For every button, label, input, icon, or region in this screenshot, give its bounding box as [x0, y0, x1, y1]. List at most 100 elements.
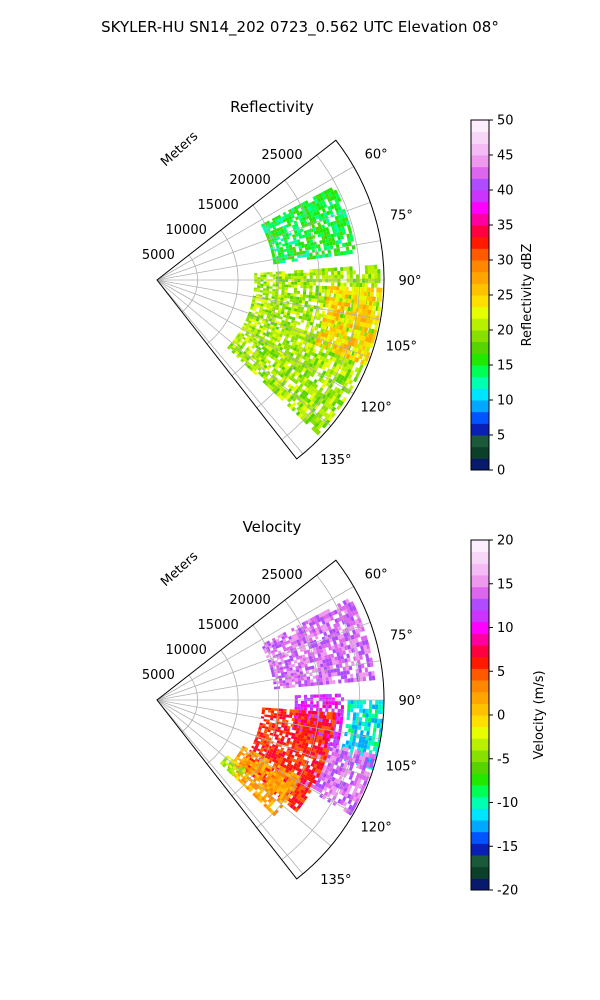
echo-cell: [360, 730, 364, 735]
echo-cell: [247, 770, 252, 775]
colorbar-tick-label: -10: [497, 796, 518, 811]
echo-cell: [312, 195, 317, 201]
echo-cell: [262, 735, 266, 739]
echo-cell: [273, 681, 277, 685]
echo-cell: [331, 657, 335, 662]
echo-cell: [347, 804, 353, 810]
echo-cell: [328, 657, 332, 663]
echo-cell: [307, 733, 312, 738]
echo-cell: [277, 214, 282, 219]
echo-cell: [290, 771, 295, 777]
echo-cell: [344, 731, 348, 737]
echo-cell: [288, 244, 293, 249]
echo-cell: [375, 320, 379, 326]
range-ring: [206, 649, 239, 765]
echo-cell: [328, 767, 333, 772]
echo-cell: [333, 752, 339, 758]
echo-cell: [328, 701, 332, 705]
echo-cell: [265, 744, 270, 748]
echo-cell: [250, 303, 255, 307]
echo-cell: [313, 211, 318, 217]
echo-cell: [330, 412, 337, 418]
echo-cell: [311, 295, 316, 299]
echo-cell: [294, 270, 298, 274]
echo-cell: [353, 329, 359, 335]
echo-cell: [263, 730, 268, 734]
echo-cell: [353, 786, 359, 793]
echo-cell: [344, 318, 349, 324]
echo-cell: [298, 712, 302, 717]
echo-cell: [288, 679, 292, 683]
echo-cell: [333, 286, 337, 291]
echo-cell: [282, 225, 286, 230]
echo-cell: [308, 298, 312, 302]
echo-cell: [343, 362, 348, 368]
echo-cell: [239, 334, 244, 339]
echo-cell: [271, 722, 276, 726]
echo-cell: [263, 221, 268, 226]
echo-cell: [252, 741, 257, 745]
echo-cell: [325, 227, 330, 232]
velocity-title: Velocity: [243, 518, 302, 536]
echo-cell: [340, 785, 346, 791]
echo-cell: [333, 623, 338, 629]
echo-cell: [302, 759, 307, 764]
echo-cell: [299, 296, 303, 301]
echo-cell: [244, 362, 249, 367]
echo-cell: [326, 334, 332, 339]
echo-cell: [260, 274, 264, 278]
echo-cell: [361, 326, 366, 332]
echo-cell: [362, 672, 366, 677]
echo-cell: [297, 278, 301, 283]
echo-cell: [367, 740, 372, 746]
echo-cell: [308, 655, 313, 660]
echo-cell: [293, 206, 298, 211]
colorbar-tick-label: 40: [497, 184, 514, 199]
echo-cell: [291, 732, 296, 737]
colorbar-tick-label: -5: [497, 752, 510, 767]
echo-cell: [285, 365, 290, 370]
echo-cell: [329, 615, 335, 621]
echo-cell: [278, 353, 283, 358]
colorbar-tick-label: 15: [497, 359, 514, 374]
echo-cell: [263, 276, 267, 280]
echo-cell: [317, 233, 322, 238]
echo-cell: [367, 717, 372, 723]
echo-cell: [341, 658, 345, 664]
echo-cell: [280, 249, 284, 253]
echo-cell: [326, 285, 331, 290]
echo-cell: [319, 771, 325, 777]
echo-cell: [280, 238, 285, 242]
echo-cell: [285, 217, 290, 222]
echo-cell: [303, 352, 309, 357]
echo-cell: [316, 701, 320, 705]
echo-cell: [263, 288, 267, 291]
echo-cell: [252, 308, 257, 312]
echo-cell: [316, 630, 321, 636]
echo-cell: [281, 319, 285, 324]
echo-cell: [345, 598, 350, 604]
echo-cell: [292, 709, 296, 713]
echo-cell: [304, 666, 309, 671]
echo-cell: [302, 313, 306, 317]
echo-cell: [273, 380, 279, 386]
echo-cell: [226, 763, 231, 767]
echo-cell: [266, 789, 272, 795]
echo-cell: [334, 769, 339, 775]
echo-cell: [308, 390, 314, 396]
echo-cell: [320, 729, 325, 734]
echo-cell: [303, 673, 307, 678]
echo-cell: [364, 721, 368, 727]
echo-cell: [309, 367, 314, 373]
echo-cell: [276, 764, 281, 769]
colorbar-tick-label: 20: [497, 324, 514, 339]
echo-cell: [292, 246, 296, 251]
echo-cell: [284, 349, 289, 354]
echo-cell: [351, 346, 357, 352]
echo-cell: [287, 781, 293, 787]
echo-cell: [318, 387, 324, 393]
echo-cell: [279, 346, 284, 351]
echo-cell: [328, 661, 333, 666]
echo-cell: [347, 602, 352, 608]
echo-cell: [370, 740, 375, 747]
